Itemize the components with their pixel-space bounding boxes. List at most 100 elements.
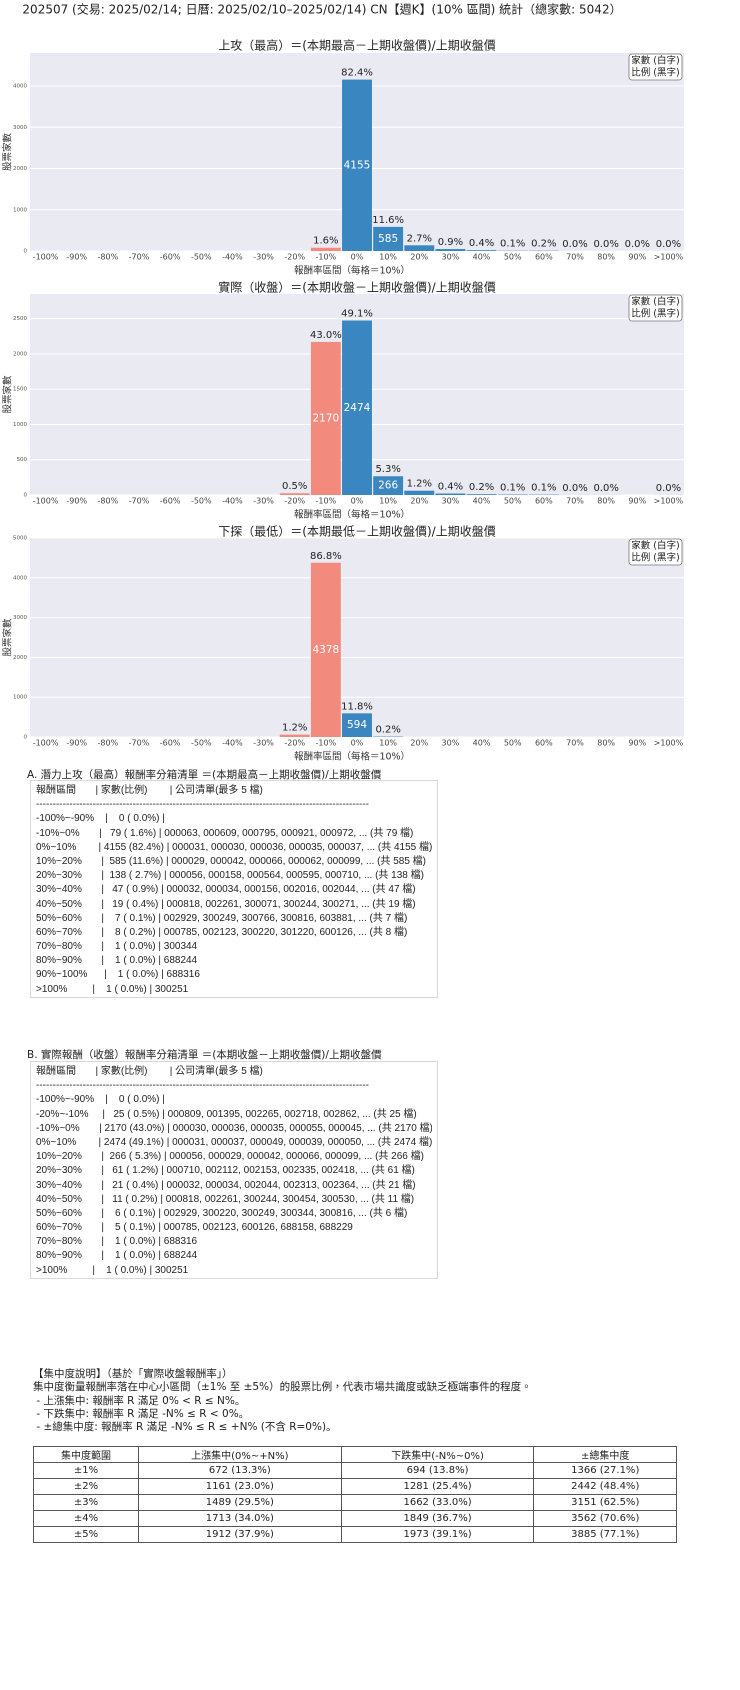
x-tick-label: 60% <box>535 739 553 748</box>
bar-count-label: 2170 <box>312 412 339 424</box>
list-row: 20%~30% | 138 ( 2.7%) | 000056, 000158, … <box>36 870 424 882</box>
table-cell: 3562 (70.6%) <box>533 1510 677 1527</box>
table-header-row: 集中度範圍 上漲集中(0%~+N%) 下跌集中(-N%~0%) ±總集中度 <box>32 1446 677 1463</box>
x-tick-label: 30% <box>442 739 460 748</box>
x-tick-label: -70% <box>129 497 150 506</box>
note-line: - 下跌集中: 報酬率 R 滿足 -N% ≤ R < 0%。 <box>33 1407 250 1420</box>
table-cell: 1713 (34.0%) <box>138 1510 342 1527</box>
bar <box>373 476 404 495</box>
y-axis-label: 股票家數 <box>2 375 14 414</box>
x-tick-label: -70% <box>129 253 150 262</box>
x-tick-label: 10% <box>379 497 397 506</box>
x-tick-label: 10% <box>379 253 397 262</box>
note-line: 集中度衡量報酬率落在中心小區間（±1% 至 ±5%）的股票比例，代表市場共識度或… <box>33 1381 532 1394</box>
bar <box>466 494 497 495</box>
list-row: 60%~70% | 5 ( 0.1%) | 000785, 002123, 60… <box>36 1222 353 1234</box>
bar-share-label: 0.0% <box>593 483 618 494</box>
bar-count-label: 594 <box>347 719 367 731</box>
x-tick-label: >100% <box>654 497 684 506</box>
table-row: ±4% 1713 (34.0%) 1849 (36.7%) 3562 (70.6%) <box>32 1510 677 1527</box>
list-a: 報酬區間 | 家數(比例) | 公司清單(最多 5 檔) ------------… <box>30 780 438 998</box>
bar <box>279 734 310 737</box>
x-tick-label: -100% <box>33 497 59 506</box>
x-tick-label: -30% <box>253 253 274 262</box>
chart-title: 下探（最低）＝(本期最低－上期收盤價)/上期收盤價 <box>218 524 495 539</box>
legend-box <box>628 53 683 81</box>
x-tick-label: -100% <box>33 739 59 748</box>
x-tick-label: -40% <box>222 739 243 748</box>
y-tick-label: 2000 <box>13 655 27 661</box>
y-axis-label: 股票家數 <box>2 618 14 657</box>
bar-share-label: 11.6% <box>372 215 404 226</box>
legend-entry: 比例 (黑字) <box>631 67 679 79</box>
x-tick-label: -40% <box>222 253 243 262</box>
header-cell: 下跌集中(-N%~0%) <box>340 1446 535 1463</box>
list-row: 60%~70% | 8 ( 0.2%) | 000785, 002123, 30… <box>36 926 408 938</box>
list-row: 10%~20% | 585 (11.6%) | 000029, 000042, … <box>36 855 427 867</box>
x-tick-label: 10% <box>379 739 397 748</box>
table-cell: 3885 (77.1%) <box>533 1526 677 1543</box>
table-cell: ±1% <box>32 1462 140 1479</box>
x-tick-label: 50% <box>504 253 522 262</box>
x-tick-label: 30% <box>442 497 460 506</box>
bar-share-label: 0.0% <box>625 239 650 250</box>
table-cell: 1973 (39.1%) <box>340 1526 535 1543</box>
bar-share-label: 1.2% <box>407 479 432 490</box>
note-line: - 上漲集中: 報酬率 R 滿足 0% < R ≤ N%。 <box>33 1394 246 1407</box>
x-tick-label: -90% <box>66 497 87 506</box>
x-tick-label: -10% <box>316 497 337 506</box>
x-tick-label: 20% <box>410 253 428 262</box>
table-cell: 2442 (48.4%) <box>533 1478 677 1495</box>
x-tick-label: -60% <box>160 739 181 748</box>
legend-entry: 比例 (黑字) <box>631 308 679 320</box>
legend-entry: 比例 (黑字) <box>631 552 679 564</box>
bar-count-label: 585 <box>378 233 398 245</box>
list-separator: ----------------------------------------… <box>36 1080 370 1092</box>
list-row: 40%~50% | 11 ( 0.2%) | 000818, 002261, 3… <box>36 1193 415 1205</box>
y-tick-label: 1500 <box>13 387 27 393</box>
table-cell: 1281 (25.4%) <box>340 1478 535 1495</box>
x-tick-label: 0% <box>351 497 364 506</box>
bar <box>310 341 341 495</box>
list-row: 30%~40% | 21 ( 0.4%) | 000032, 000034, 0… <box>36 1179 416 1191</box>
table-cell: 672 (13.3%) <box>138 1462 342 1479</box>
bar <box>404 490 435 495</box>
x-tick-label: -10% <box>316 253 337 262</box>
x-tick-label: -80% <box>98 739 119 748</box>
list-header: 報酬區間 | 家數(比例) | 公司清單(最多 5 檔) <box>36 1066 263 1077</box>
list-separator: ----------------------------------------… <box>36 799 370 811</box>
bar-share-label: 0.0% <box>656 239 681 250</box>
x-tick-label: -90% <box>66 739 87 748</box>
legend-box <box>628 538 683 566</box>
legend-box <box>628 294 683 322</box>
bar-share-label: 0.2% <box>375 725 400 736</box>
x-tick-label: 60% <box>535 497 553 506</box>
x-tick-label: 40% <box>473 739 491 748</box>
x-tick-label: -20% <box>284 497 305 506</box>
bar-share-label: 5.3% <box>375 464 400 475</box>
bar-share-label: 86.8% <box>310 551 342 562</box>
x-tick-label: 90% <box>628 739 646 748</box>
list-row: 90%~100% | 1 ( 0.0%) | 688316 <box>36 969 200 981</box>
x-tick-label: 80% <box>597 253 615 262</box>
table-cell: 1912 (37.9%) <box>138 1526 342 1543</box>
y-tick-label: 4000 <box>13 575 27 581</box>
bar-count-label: 4378 <box>312 644 339 656</box>
table-cell: 1489 (29.5%) <box>138 1494 342 1511</box>
bar-share-label: 0.2% <box>531 239 556 250</box>
y-tick-label: 3000 <box>13 125 27 131</box>
y-tick-label: 2500 <box>13 316 27 322</box>
bar-share-label: 0.0% <box>593 239 618 250</box>
list-a-title: A. 潛力上攻（最高）報酬率分箱清單 ＝(本期最高－上期收盤價)/上期收盤價 <box>27 769 382 781</box>
y-tick-label: 0 <box>24 735 28 741</box>
table-cell: ±3% <box>32 1494 140 1511</box>
table-cell: 1161 (23.0%) <box>138 1478 342 1495</box>
concentration-table: 集中度範圍 上漲集中(0%~+N%) 下跌集中(-N%~0%) ±總集中度 ±1% 672… <box>32 1446 677 1543</box>
table-cell: 1366 (27.1%) <box>533 1462 677 1479</box>
x-tick-label: -100% <box>33 253 59 262</box>
list-row: 70%~80% | 1 ( 0.0%) | 300344 <box>36 941 198 953</box>
bar <box>310 562 341 737</box>
y-tick-label: 5000 <box>13 536 27 542</box>
